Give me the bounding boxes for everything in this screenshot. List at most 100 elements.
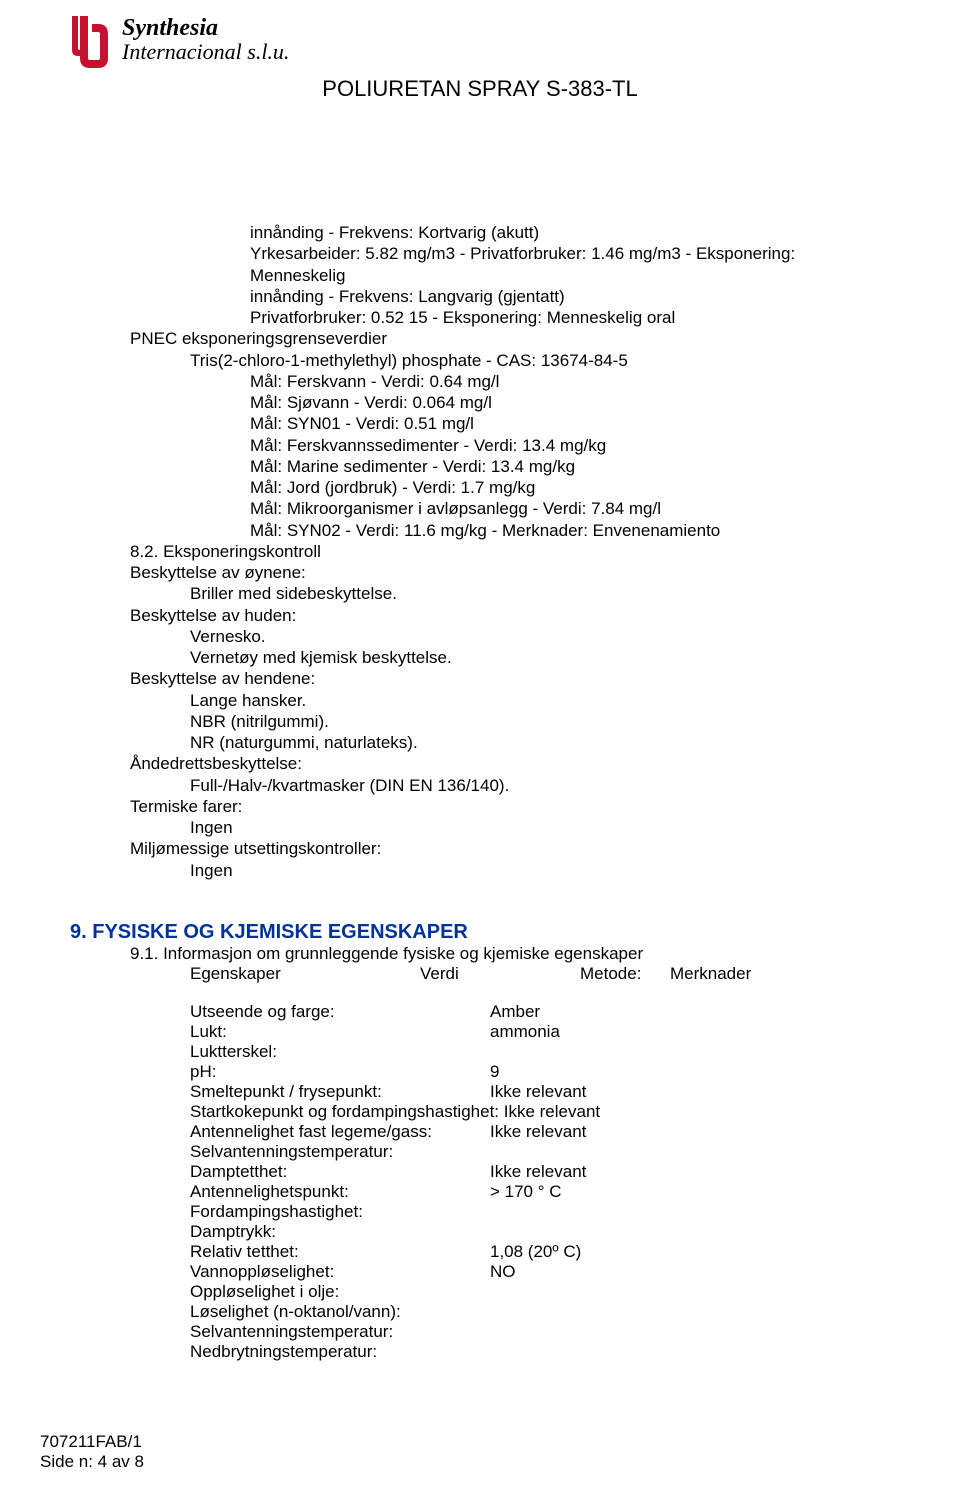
property-row: Selvantenningstemperatur:: [190, 1142, 890, 1162]
content-line: Mål: Sjøvann - Verdi: 0.064 mg/l: [70, 392, 890, 413]
property-value: [490, 1202, 890, 1222]
content-line: Vernesko.: [70, 626, 890, 647]
page-footer: 707211FAB/1 Side n: 4 av 8: [40, 1432, 144, 1472]
company-logo-text: Synthesia Internacional s.l.u.: [122, 14, 289, 64]
property-label: Vannoppløselighet:: [190, 1262, 490, 1282]
section-9-1-heading: 9.1. Informasjon om grunnleggende fysisk…: [70, 944, 890, 964]
exposure-content: innånding - Frekvens: Kortvarig (akutt)Y…: [70, 222, 890, 881]
content-line: innånding - Frekvens: Kortvarig (akutt): [70, 222, 890, 243]
property-value: Ikke relevant: [490, 1162, 890, 1182]
content-line: Beskyttelse av øynene:: [70, 562, 890, 583]
content-line: Mål: Mikroorganismer i avløpsanlegg - Ve…: [70, 498, 890, 519]
property-label: Relativ tetthet:: [190, 1242, 490, 1262]
property-label: Antennelighet fast legeme/gass:: [190, 1122, 490, 1142]
property-label: Selvantenningstemperatur:: [190, 1322, 490, 1342]
property-row: Lukt:ammonia: [190, 1022, 890, 1042]
property-value: [490, 1302, 890, 1322]
content-line: PNEC eksponeringsgrenseverdier: [70, 328, 890, 349]
content-line: Beskyttelse av hendene:: [70, 668, 890, 689]
property-label: Lukt:: [190, 1022, 490, 1042]
header-egenskaper: Egenskaper: [190, 964, 420, 984]
property-value: [490, 1042, 890, 1062]
properties-header-row: Egenskaper Verdi Metode: Merknader: [70, 964, 890, 984]
property-row: Vannoppløselighet:NO: [190, 1262, 890, 1282]
content-line: Åndedrettsbeskyttelse:: [70, 753, 890, 774]
property-row: Fordampingshastighet:: [190, 1202, 890, 1222]
property-row: Oppløselighet i olje:: [190, 1282, 890, 1302]
property-value: NO: [490, 1262, 890, 1282]
property-row: Antennelighet fast legeme/gass:Ikke rele…: [190, 1122, 890, 1142]
property-label: Antennelighetspunkt:: [190, 1182, 490, 1202]
property-value: 1,08 (20º C): [490, 1242, 890, 1262]
property-row: Damptrykk:: [190, 1222, 890, 1242]
content-line: Tris(2-chloro-1-methylethyl) phosphate -…: [70, 350, 890, 371]
property-value: Amber: [490, 1002, 890, 1022]
document-title: POLIURETAN SPRAY S-383-TL: [70, 76, 890, 102]
content-line: innånding - Frekvens: Langvarig (gjentat…: [70, 286, 890, 307]
footer-ref: 707211FAB/1: [40, 1432, 144, 1452]
content-line: Ingen: [70, 817, 890, 838]
header-verdi: Verdi: [420, 964, 580, 984]
content-line: Beskyttelse av huden:: [70, 605, 890, 626]
section-9-heading: 9. FYSISKE OG KJEMISKE EGENSKAPER: [70, 921, 890, 944]
property-label: Luktterskel:: [190, 1042, 490, 1062]
content-line: Briller med sidebeskyttelse.: [70, 583, 890, 604]
content-line: Termiske farer:: [70, 796, 890, 817]
property-row: Løselighet (n-oktanol/vann):: [190, 1302, 890, 1322]
header-merknader: Merknader: [670, 964, 751, 984]
content-line: Mål: Jord (jordbruk) - Verdi: 1.7 mg/kg: [70, 477, 890, 498]
content-line: Mål: SYN02 - Verdi: 11.6 mg/kg - Merknad…: [70, 520, 890, 541]
header-metode: Metode:: [580, 964, 670, 984]
content-line: NBR (nitrilgummi).: [70, 711, 890, 732]
property-label: Løselighet (n-oktanol/vann):: [190, 1302, 490, 1322]
content-line: Miljømessige utsettingskontroller:: [70, 838, 890, 859]
company-logo-icon: [70, 14, 114, 70]
content-line: Full-/Halv-/kvartmasker (DIN EN 136/140)…: [70, 775, 890, 796]
content-line: Mål: Ferskvannssedimenter - Verdi: 13.4 …: [70, 435, 890, 456]
property-label: Smeltepunkt / frysepunkt:: [190, 1082, 490, 1102]
properties-table: Utseende og farge:AmberLukt:ammoniaLuktt…: [70, 1002, 890, 1362]
logo-line-1: Synthesia: [122, 16, 289, 40]
property-label: Damptrykk:: [190, 1222, 490, 1242]
property-label: Fordampingshastighet:: [190, 1202, 490, 1222]
content-line: Lange hansker.: [70, 690, 890, 711]
footer-page: Side n: 4 av 8: [40, 1452, 144, 1472]
property-value: > 170 ° C: [490, 1182, 890, 1202]
content-line: Mål: Ferskvann - Verdi: 0.64 mg/l: [70, 371, 890, 392]
property-row: Antennelighetspunkt:> 170 ° C: [190, 1182, 890, 1202]
content-line: Mål: SYN01 - Verdi: 0.51 mg/l: [70, 413, 890, 434]
property-value: 9: [490, 1062, 890, 1082]
property-row: Nedbrytningstemperatur:: [190, 1342, 890, 1362]
content-line: Privatforbruker: 0.52 15 - Eksponering: …: [70, 307, 890, 328]
property-row: Damptetthet:Ikke relevant: [190, 1162, 890, 1182]
property-label: Nedbrytningstemperatur:: [190, 1342, 490, 1362]
property-row: pH:9: [190, 1062, 890, 1082]
property-label: Oppløselighet i olje:: [190, 1282, 490, 1302]
property-row: Relativ tetthet:1,08 (20º C): [190, 1242, 890, 1262]
property-value: [490, 1222, 890, 1242]
content-line: NR (naturgummi, naturlateks).: [70, 732, 890, 753]
property-value: [490, 1282, 890, 1302]
property-value: [490, 1342, 890, 1362]
document-header: Synthesia Internacional s.l.u.: [70, 14, 890, 70]
property-row: Utseende og farge:Amber: [190, 1002, 890, 1022]
property-label: Utseende og farge:: [190, 1002, 490, 1022]
content-line: Yrkesarbeider: 5.82 mg/m3 - Privatforbru…: [70, 243, 890, 286]
property-label: pH:: [190, 1062, 490, 1082]
property-value: [490, 1142, 890, 1162]
property-value: [490, 1322, 890, 1342]
content-line: Vernetøy med kjemisk beskyttelse.: [70, 647, 890, 668]
property-value: [600, 1102, 890, 1122]
property-row: Luktterskel:: [190, 1042, 890, 1062]
property-row: Selvantenningstemperatur:: [190, 1322, 890, 1342]
property-row: Smeltepunkt / frysepunkt:Ikke relevant: [190, 1082, 890, 1102]
property-row: Startkokepunkt og fordampingshastighet: …: [190, 1102, 890, 1122]
property-label: Startkokepunkt og fordampingshastighet: …: [190, 1102, 600, 1122]
property-label: Damptetthet:: [190, 1162, 490, 1182]
property-value: ammonia: [490, 1022, 890, 1042]
property-value: Ikke relevant: [490, 1122, 890, 1142]
property-label: Selvantenningstemperatur:: [190, 1142, 490, 1162]
content-line: Ingen: [70, 860, 890, 881]
property-value: Ikke relevant: [490, 1082, 890, 1102]
content-line: 8.2. Eksponeringskontroll: [70, 541, 890, 562]
